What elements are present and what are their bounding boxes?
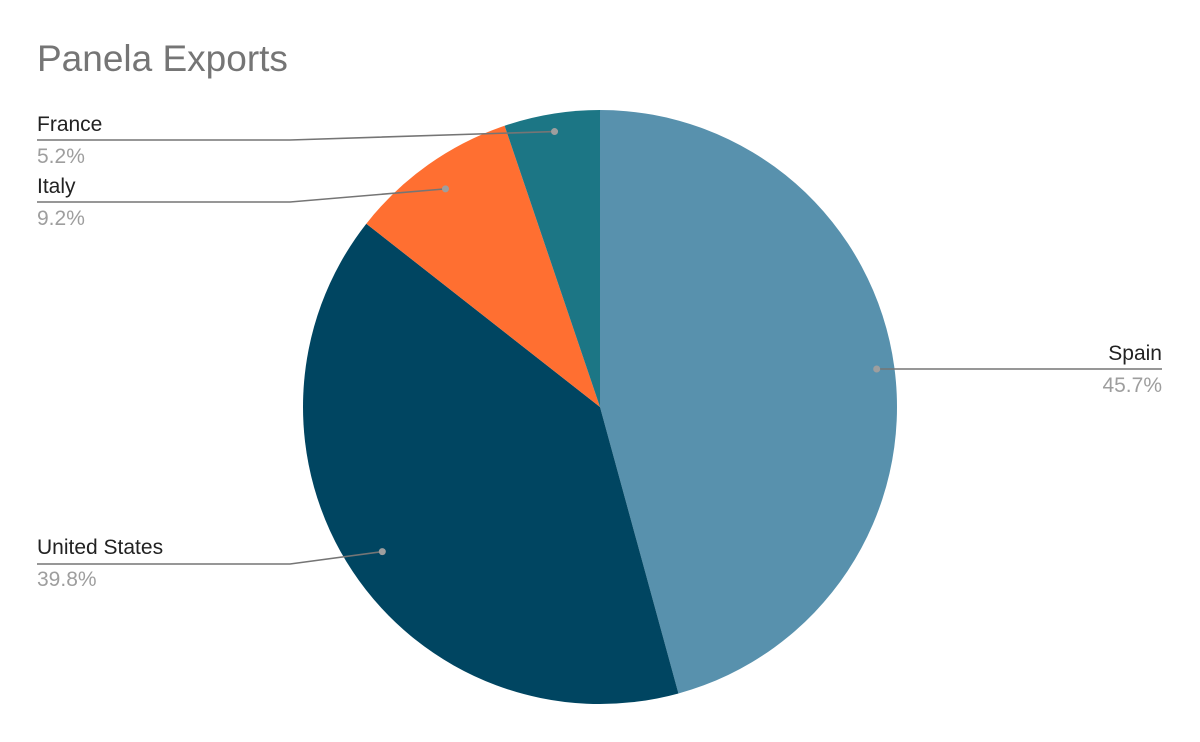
slice-percent-united-states: 39.8% bbox=[37, 568, 97, 591]
slice-percent-spain: 45.7% bbox=[1102, 374, 1162, 397]
leader-dot-italy bbox=[441, 185, 449, 193]
leader-dot-france bbox=[551, 128, 559, 136]
slice-percent-italy: 9.2% bbox=[37, 207, 85, 230]
pie-slice-italy bbox=[366, 125, 600, 408]
leader-dot-spain bbox=[873, 365, 881, 373]
pie-slice-france bbox=[504, 110, 600, 407]
leader-lines bbox=[37, 128, 1162, 565]
slice-labels: Spain 45.7% United States 39.8% Italy 9.2% Fra… bbox=[37, 113, 1162, 591]
pie-slices bbox=[303, 110, 897, 704]
slice-label-spain: Spain bbox=[1108, 342, 1162, 365]
pie-slice-united-states bbox=[303, 223, 679, 704]
leader-line-italy bbox=[37, 188, 446, 203]
leader-dot-united-states bbox=[378, 548, 386, 556]
pie-slice-spain bbox=[600, 110, 897, 694]
leader-line-france bbox=[37, 130, 555, 141]
slice-label-france: France bbox=[37, 113, 102, 136]
slice-label-italy: Italy bbox=[37, 175, 76, 198]
slice-label-united-states: United States bbox=[37, 536, 163, 559]
leader-line-united-states bbox=[37, 550, 383, 565]
slice-percent-france: 5.2% bbox=[37, 145, 85, 168]
chart-title: Panela Exports bbox=[37, 38, 288, 79]
